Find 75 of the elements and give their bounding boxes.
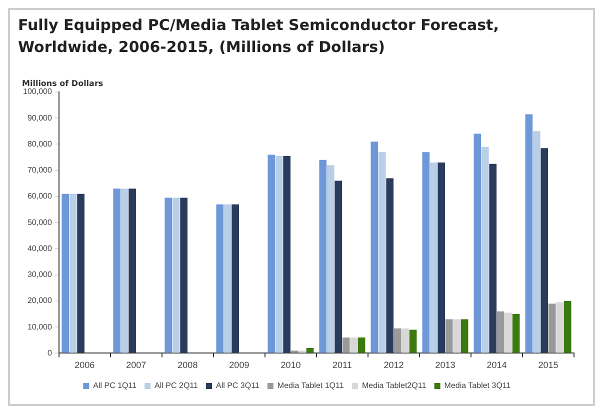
bar: [120, 188, 128, 353]
y-tick-label: 50,000: [27, 218, 52, 227]
bar: [268, 154, 276, 353]
bar: [453, 319, 460, 353]
y-tick-label: 40,000: [27, 244, 52, 253]
bar: [334, 180, 342, 353]
x-tick-label: 2015: [538, 360, 558, 370]
bar: [172, 198, 180, 353]
bar: [394, 328, 402, 353]
legend-label: All PC 1Q11: [93, 381, 138, 390]
y-tick-label: 20,000: [27, 296, 52, 306]
bar: [77, 194, 84, 353]
bar: [113, 188, 121, 353]
bar: [319, 160, 327, 353]
bar: [556, 302, 564, 353]
legend-label: All PC 2Q11: [154, 381, 199, 390]
legend-label: Media Tablet2Q11: [362, 381, 427, 390]
bar: [460, 319, 468, 353]
bar: [489, 164, 497, 353]
x-tick-label: 2013: [435, 360, 456, 370]
bar: [232, 204, 240, 353]
y-tick-label: 70,000: [27, 166, 52, 175]
bar: [540, 148, 548, 353]
y-tick-label: 30,000: [27, 270, 52, 280]
legend-label: All PC 3Q11: [216, 381, 260, 390]
bar: [474, 134, 482, 353]
x-tick-label: 2009: [229, 360, 250, 370]
x-tick-label: 2011: [332, 360, 352, 370]
x-tick-label: 2007: [126, 360, 146, 370]
bar: [306, 348, 314, 353]
bar: [402, 328, 409, 353]
y-tick-label: 0: [47, 348, 52, 358]
bar: [386, 178, 394, 353]
legend-label: Media Tablet 3Q11: [444, 381, 512, 390]
bar: [481, 146, 489, 353]
bar: [370, 142, 378, 353]
x-tick-label: 2014: [486, 360, 507, 370]
bar: [62, 194, 70, 353]
bar: [224, 204, 232, 353]
bar: [438, 162, 446, 353]
bar: [504, 312, 512, 353]
bar: [496, 311, 504, 353]
chart-title: Fully Equipped PC/Media Tablet Semiconductor Forecast, Worldwide, 2006-2015, (Millions of Dollars): [18, 15, 500, 58]
bar: [326, 165, 334, 353]
bar: [548, 304, 556, 353]
bar: [350, 338, 358, 353]
bar: [409, 330, 417, 353]
legend-label: Media Tablet 1Q11: [277, 381, 344, 390]
y-tick-label: 60,000: [27, 192, 52, 201]
bar: [216, 204, 224, 353]
bar: [69, 194, 77, 353]
bar: [564, 300, 572, 353]
bar: [378, 152, 386, 353]
bar: [342, 338, 350, 353]
bar: [512, 314, 520, 353]
x-tick-label: 2006: [74, 360, 95, 370]
x-tick-label: 2010: [280, 360, 301, 370]
bar: [532, 131, 540, 353]
bar: [275, 156, 283, 353]
y-tick-label: 80,000: [27, 139, 52, 148]
bar: [422, 152, 430, 353]
bar: [128, 188, 136, 353]
y-tick-label: 90,000: [27, 113, 52, 122]
bar: [283, 156, 291, 353]
y-axis-title: Millions of Dollars: [22, 79, 104, 88]
bar: [445, 319, 453, 353]
y-tick-label: 10,000: [27, 322, 52, 332]
x-tick-label: 2012: [384, 360, 404, 370]
bar: [430, 162, 438, 353]
bar: [164, 198, 172, 353]
bar: [180, 198, 188, 353]
bar: [525, 114, 533, 353]
y-tick-label: 100,000: [22, 87, 52, 96]
bar: [358, 338, 366, 353]
x-tick-label: 2008: [178, 360, 198, 370]
